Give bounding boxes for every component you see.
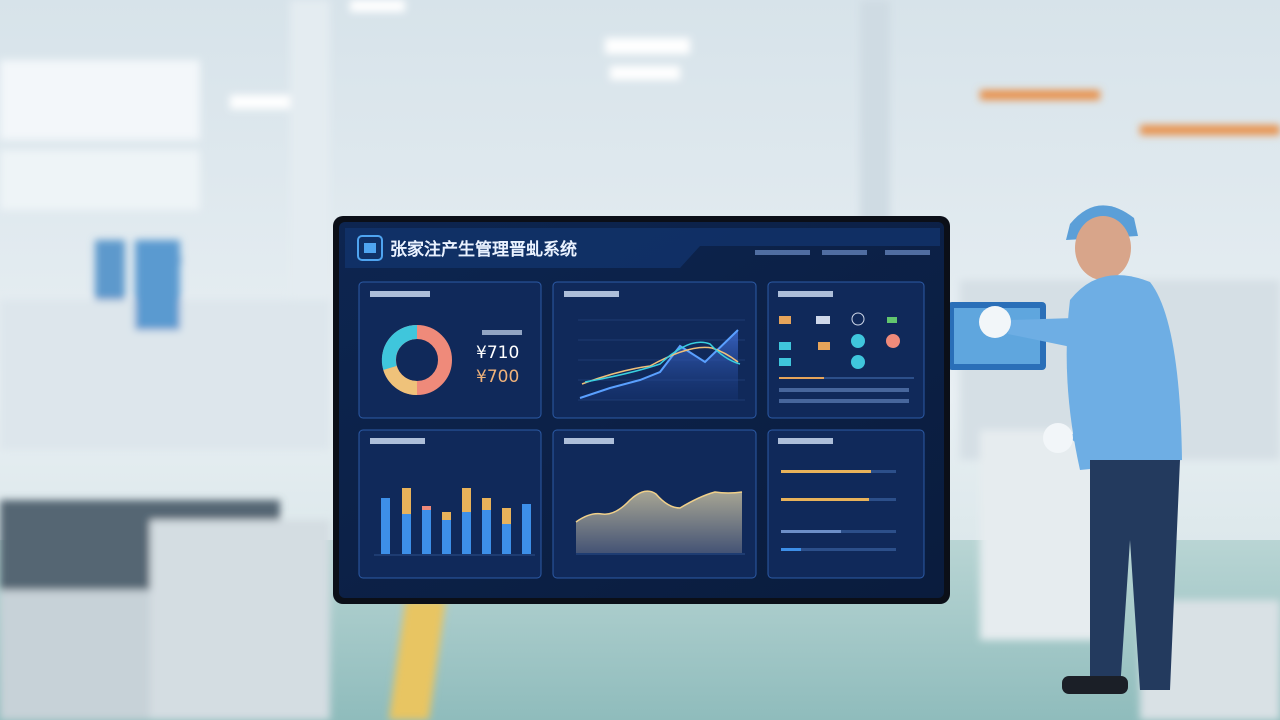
kpi-value: ¥710 xyxy=(476,343,519,363)
kpi-value: ¥700 xyxy=(476,367,519,387)
dashboard-title: 张家注产生管理晋虬系统 xyxy=(390,239,577,260)
dashboard-screen: 张家注产生管理晋虬系统 ¥710 ¥700 xyxy=(333,216,950,604)
worker xyxy=(948,205,1182,694)
